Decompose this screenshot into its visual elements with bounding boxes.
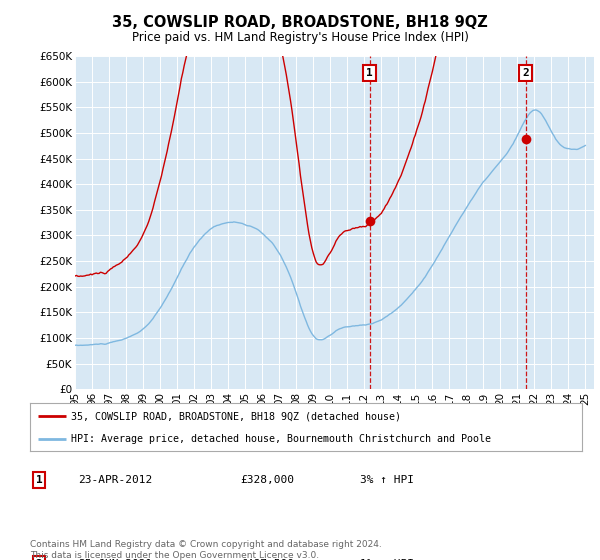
Text: 35, COWSLIP ROAD, BROADSTONE, BH18 9QZ (detached house): 35, COWSLIP ROAD, BROADSTONE, BH18 9QZ (… bbox=[71, 411, 401, 421]
Text: 2: 2 bbox=[522, 68, 529, 78]
Text: £328,000: £328,000 bbox=[240, 475, 294, 485]
Text: 25-JUN-2021: 25-JUN-2021 bbox=[78, 559, 152, 560]
Text: HPI: Average price, detached house, Bournemouth Christchurch and Poole: HPI: Average price, detached house, Bour… bbox=[71, 434, 491, 444]
Text: £487,500: £487,500 bbox=[240, 559, 294, 560]
Text: 23-APR-2012: 23-APR-2012 bbox=[78, 475, 152, 485]
Text: Contains HM Land Registry data © Crown copyright and database right 2024.
This d: Contains HM Land Registry data © Crown c… bbox=[30, 540, 382, 560]
Text: 3% ↑ HPI: 3% ↑ HPI bbox=[360, 475, 414, 485]
Text: 2: 2 bbox=[35, 559, 43, 560]
Text: 35, COWSLIP ROAD, BROADSTONE, BH18 9QZ: 35, COWSLIP ROAD, BROADSTONE, BH18 9QZ bbox=[112, 15, 488, 30]
Text: 1: 1 bbox=[366, 68, 373, 78]
Text: 1% ↓ HPI: 1% ↓ HPI bbox=[360, 559, 414, 560]
Text: 1: 1 bbox=[35, 475, 43, 485]
Text: Price paid vs. HM Land Registry's House Price Index (HPI): Price paid vs. HM Land Registry's House … bbox=[131, 31, 469, 44]
